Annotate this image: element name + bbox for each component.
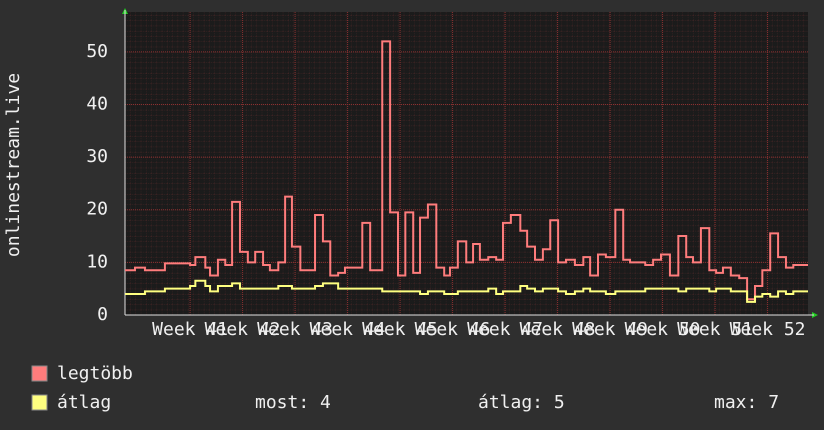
series-line xyxy=(125,40,808,301)
stat-value: 7 xyxy=(768,392,779,413)
legend-swatch xyxy=(31,394,48,411)
stat-value: 4 xyxy=(320,392,331,413)
y-tick-label: 40 xyxy=(86,93,108,114)
x-tick-label: Week 49 xyxy=(572,319,648,340)
x-tick-label: Week 50 xyxy=(625,319,701,340)
x-tick-label: Week 51 xyxy=(677,319,753,340)
series-line xyxy=(125,279,808,303)
stat-label: max: xyxy=(714,392,757,413)
x-tick-label: Week 45 xyxy=(362,319,438,340)
y-tick-label: 10 xyxy=(86,251,108,272)
minor-grid xyxy=(125,12,808,315)
x-tick-label: Week 44 xyxy=(310,319,386,340)
legend-stat: most: 4 xyxy=(255,392,331,413)
stat-label: átlag: xyxy=(478,392,543,413)
x-tick-label: Week 41 xyxy=(152,319,228,340)
legend-swatch xyxy=(31,365,48,382)
stat-value: 5 xyxy=(554,392,565,413)
x-axis-arrow xyxy=(812,312,818,318)
x-tick-label: Week 43 xyxy=(257,319,333,340)
y-tick-label: 30 xyxy=(86,146,108,167)
y-tick-label: 50 xyxy=(86,41,108,62)
legend-label: legtöbb xyxy=(57,363,133,384)
x-tick-label: Week 42 xyxy=(205,319,281,340)
x-tick-label: Week 47 xyxy=(467,319,543,340)
y-tick-label: 20 xyxy=(86,199,108,220)
legend-label: átlag xyxy=(57,392,111,413)
stat-label: most: xyxy=(255,392,309,413)
y-tick-label: 0 xyxy=(97,304,108,325)
x-tick-label: Week 52 xyxy=(730,319,806,340)
y-axis-label: onlinestream.live xyxy=(3,73,24,257)
legend-stat: átlag: 5 xyxy=(478,392,565,413)
legend-stat: max: 7 xyxy=(714,392,779,413)
x-tick-label: Week 48 xyxy=(520,319,596,340)
x-tick-label: Week 46 xyxy=(415,319,491,340)
